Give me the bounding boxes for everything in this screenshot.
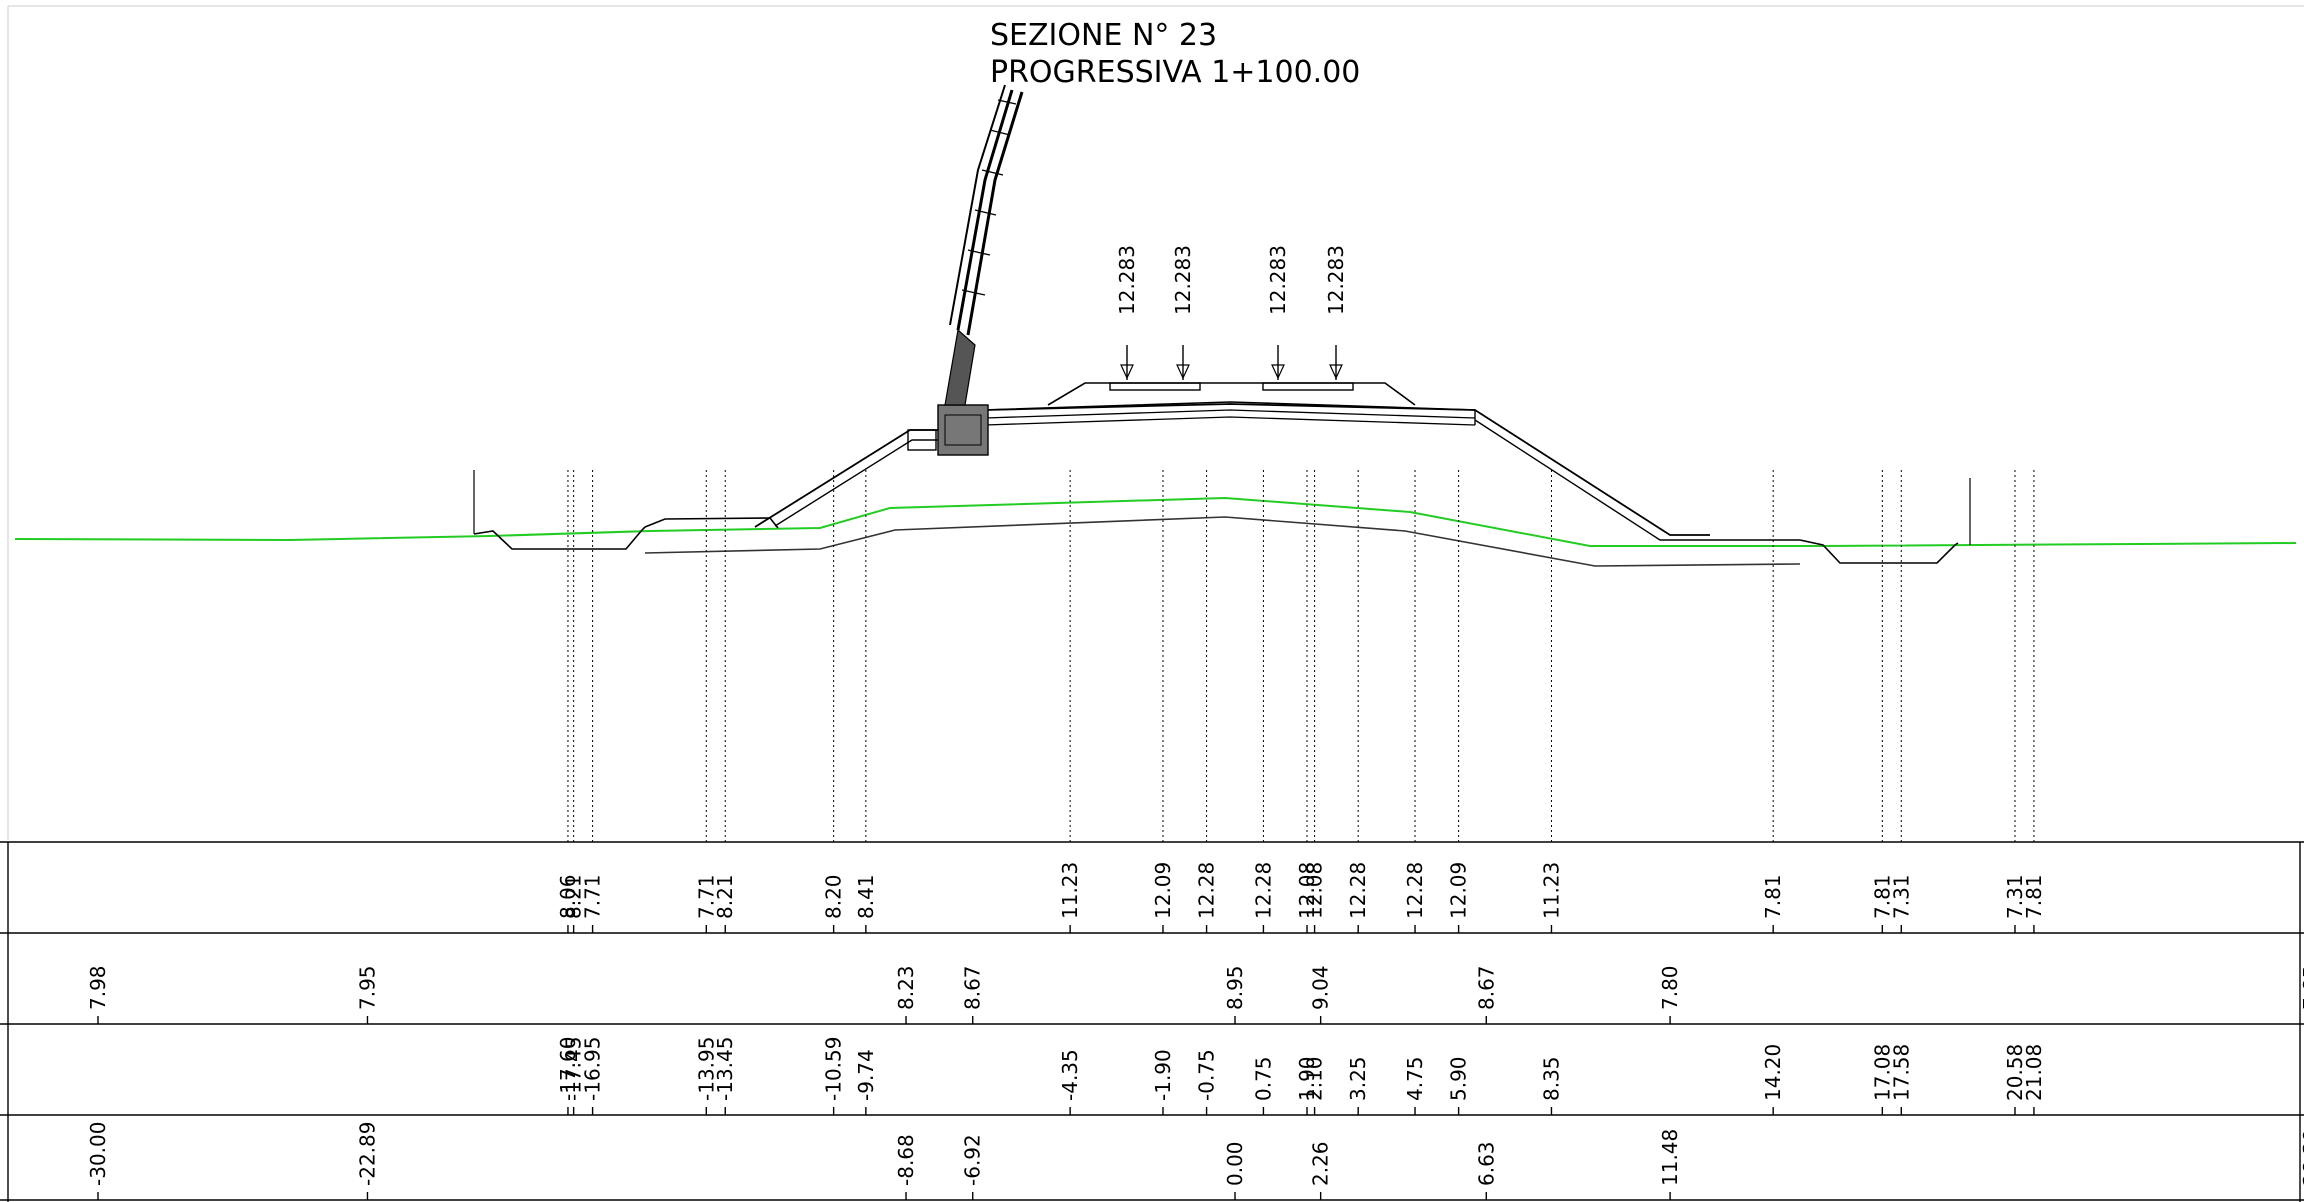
project-elevation-label: 7.81 (1761, 874, 1785, 919)
ground-distance-label: 6.63 (1474, 1141, 1498, 1186)
project-elevation-label: 12.09 (1151, 862, 1175, 919)
project-distance-label: -17.45 (562, 1037, 586, 1101)
project-distance-label: -9.74 (854, 1049, 878, 1101)
project-elevation-label: 12.09 (1447, 862, 1471, 919)
ground-elevation-label: 8.95 (1223, 965, 1247, 1010)
embankment-inner-slope-left (774, 439, 940, 527)
left-berm (644, 517, 779, 529)
project-distance-label: 20.58 (2003, 1044, 2027, 1101)
project-elevation-label: 7.81 (2022, 874, 2046, 919)
project-distance-label: 3.25 (1346, 1056, 1370, 1101)
load-markers: 12.283 12.283 12.283 12.283 (1115, 245, 1348, 380)
ballast-bed (1047, 382, 1416, 406)
embankment-outline (754, 403, 1710, 536)
profile-table-values: 8.068.217.71 7.718.21 8.20 8.41 11.23 12.09 12… (86, 862, 2304, 1200)
load-label-2: 12.283 (1171, 245, 1195, 315)
project-elevation-label: 8.21 (713, 874, 737, 919)
left-ditch (473, 526, 646, 550)
project-elevation-label: 11.23 (1058, 862, 1082, 919)
project-elevation-label: 7.71 (694, 874, 718, 919)
rail-sleeper-right (1262, 382, 1354, 391)
ground-distance-label: 2.26 (1309, 1141, 1333, 1186)
pavement-top (984, 401, 1476, 411)
project-elevation-label: 7.31 (1889, 874, 1913, 919)
project-elevation-label: 12.28 (1195, 862, 1219, 919)
project-distance-label: 4.75 (1403, 1056, 1427, 1101)
subgrade-line (644, 516, 1801, 567)
project-elevation-label: 8.20 (822, 874, 846, 919)
ground-distance-label: 0.00 (1223, 1141, 1247, 1186)
project-elevation-label: 7.71 (581, 874, 605, 919)
reference-lines (567, 470, 2035, 842)
ground-distance-label: -8.68 (894, 1134, 918, 1186)
ground-elevation-label: 8.67 (1474, 965, 1498, 1010)
project-elevation-label: 8.06 (556, 874, 580, 919)
ground-elevation-label: 7.80 (1658, 965, 1682, 1010)
ground-distance-label: 11.48 (1658, 1129, 1682, 1186)
project-distance-label: -13.95 (694, 1037, 718, 1101)
noise-barrier (907, 84, 1024, 456)
project-elevation-label: 12.28 (1346, 862, 1370, 919)
ground-distance-label: -30.00 (86, 1122, 110, 1186)
ground-distance-label: -6.92 (961, 1134, 985, 1186)
project-distance-label: 21.08 (2022, 1044, 2046, 1101)
chainage-label: PROGRESSIVA 1+100.00 (990, 55, 1360, 90)
project-distance-label: -13.45 (713, 1037, 737, 1101)
ground-elevation-label: 8.23 (894, 965, 918, 1010)
ground-distance-label: 28.39 (2299, 1129, 2304, 1186)
ground-elevation-label: 7.85 (2299, 965, 2304, 1010)
project-elevation-label: 8.21 (562, 874, 586, 919)
pavement-layer-2 (984, 416, 1476, 426)
project-distance-label: -1.90 (1151, 1049, 1175, 1101)
project-distance-label: -4.35 (1058, 1049, 1082, 1101)
project-elevation-label: 7.31 (2003, 874, 2027, 919)
ground-distance-label: -22.89 (355, 1122, 379, 1186)
right-ditch (1799, 539, 1959, 564)
ground-elevation-label: 8.67 (961, 965, 985, 1010)
project-elevation-label: 12.08 (1303, 862, 1327, 919)
project-distance-label: 1.90 (1295, 1056, 1319, 1101)
ground-elevation-label: 7.95 (355, 965, 379, 1010)
project-distance-label: -16.95 (581, 1037, 605, 1101)
profile-table (0, 841, 2304, 1202)
load-label-4: 12.283 (1324, 245, 1348, 315)
existing-ground-line (14, 496, 2297, 547)
ground-elevation-label: 7.98 (86, 965, 110, 1010)
project-elevation-label: 7.81 (1870, 874, 1894, 919)
project-distance-label: 14.20 (1761, 1044, 1785, 1101)
project-elevation-label: 8.41 (854, 874, 878, 919)
project-distance-label: 8.35 (1539, 1056, 1563, 1101)
project-distance-label: 5.90 (1447, 1056, 1471, 1101)
project-distance-label: -17.60 (556, 1037, 580, 1101)
project-distance-label: 17.58 (1889, 1044, 1913, 1101)
load-label-3: 12.283 (1266, 245, 1290, 315)
project-elevation-label: 12.28 (1251, 862, 1275, 919)
project-elevation-label: 12.08 (1295, 862, 1319, 919)
load-label-1: 12.283 (1115, 245, 1139, 315)
section-title: SEZIONE N° 23 (990, 18, 1217, 53)
project-elevation-label: 11.23 (1539, 862, 1563, 919)
ground-elevation-label: 9.04 (1309, 965, 1333, 1010)
project-distance-label: -10.59 (822, 1037, 846, 1101)
project-elevation-label: 12.28 (1403, 862, 1427, 919)
pavement-layer-1 (984, 409, 1476, 419)
project-distance-label: 17.08 (1870, 1044, 1894, 1101)
embankment-inner-slope-right (1474, 419, 1800, 541)
project-distance-label: 0.75 (1251, 1056, 1275, 1101)
project-distance-label: 2.10 (1303, 1056, 1327, 1101)
rail-sleeper-left (1109, 382, 1201, 391)
project-distance-label: -0.75 (1195, 1049, 1219, 1101)
